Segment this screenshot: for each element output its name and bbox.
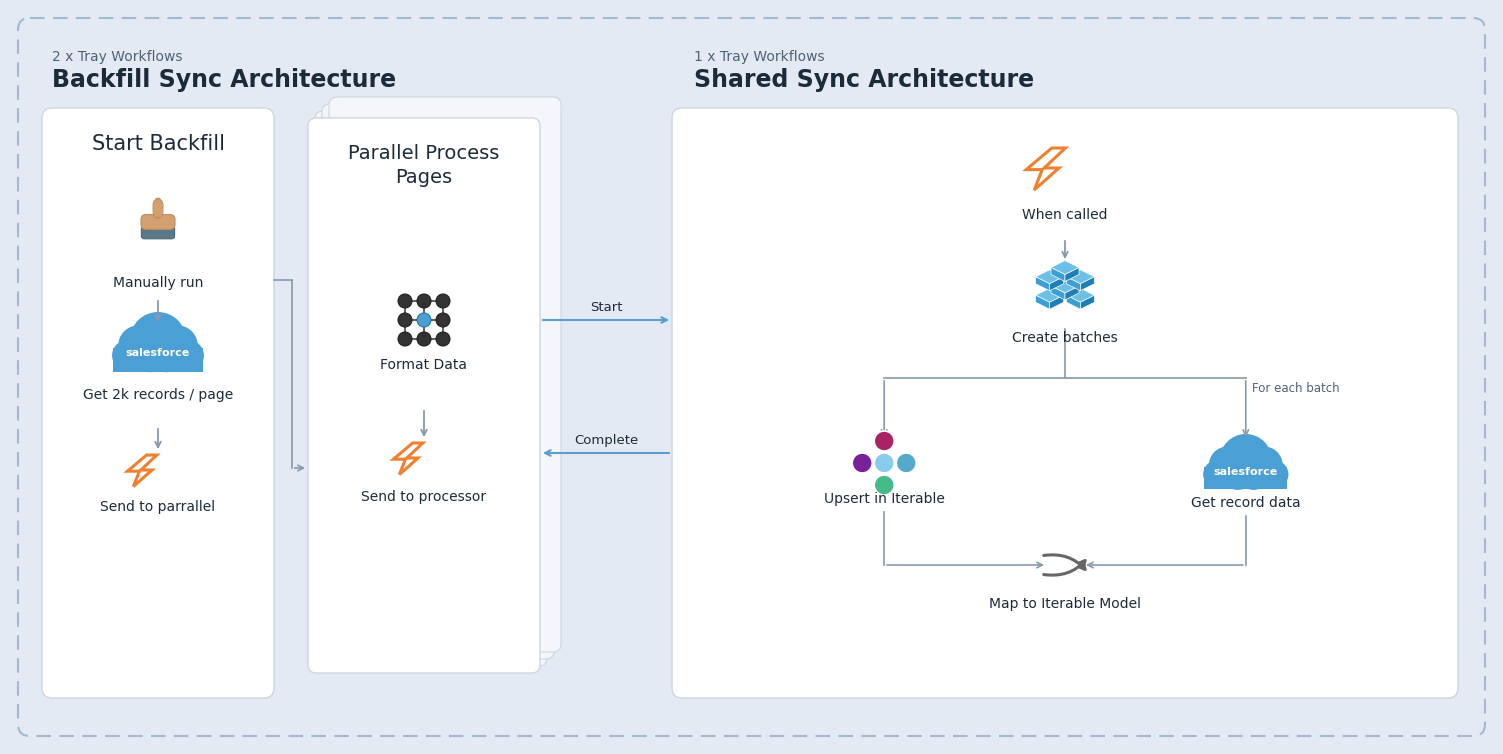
Circle shape	[398, 294, 412, 308]
FancyBboxPatch shape	[18, 18, 1485, 736]
Text: Send to parrallel: Send to parrallel	[101, 500, 215, 514]
Text: Pages: Pages	[395, 168, 452, 187]
FancyBboxPatch shape	[141, 216, 149, 225]
Text: Shared Sync Architecture: Shared Sync Architecture	[694, 68, 1034, 92]
FancyBboxPatch shape	[153, 198, 162, 219]
Polygon shape	[1067, 270, 1094, 284]
Text: Backfill Sync Architecture: Backfill Sync Architecture	[53, 68, 397, 92]
Text: Upsert in Iterable: Upsert in Iterable	[824, 492, 945, 506]
Circle shape	[1202, 460, 1231, 489]
Polygon shape	[1051, 279, 1079, 293]
Circle shape	[1220, 456, 1255, 490]
Circle shape	[129, 312, 186, 368]
Polygon shape	[1066, 286, 1079, 300]
Text: Get record data: Get record data	[1190, 496, 1300, 510]
FancyBboxPatch shape	[322, 104, 555, 659]
Polygon shape	[1066, 268, 1079, 281]
Polygon shape	[1036, 270, 1064, 284]
Polygon shape	[1081, 277, 1094, 291]
Text: 1 x Tray Workflows: 1 x Tray Workflows	[694, 50, 825, 64]
Text: salesforce: salesforce	[126, 348, 189, 357]
FancyBboxPatch shape	[167, 216, 174, 225]
Text: Get 2k records / page: Get 2k records / page	[83, 388, 233, 402]
Polygon shape	[1067, 296, 1081, 309]
Polygon shape	[1036, 288, 1064, 302]
FancyBboxPatch shape	[159, 216, 168, 225]
Circle shape	[416, 294, 431, 308]
Polygon shape	[1051, 286, 1066, 300]
Polygon shape	[1051, 268, 1066, 281]
FancyBboxPatch shape	[316, 111, 547, 666]
Text: Create batches: Create batches	[1012, 331, 1118, 345]
Polygon shape	[1081, 296, 1094, 309]
Circle shape	[896, 453, 917, 473]
Circle shape	[1246, 446, 1282, 484]
Text: For each batch: For each batch	[1252, 382, 1339, 395]
Polygon shape	[1036, 296, 1049, 309]
Text: Format Data: Format Data	[380, 358, 467, 372]
FancyBboxPatch shape	[141, 225, 174, 239]
Circle shape	[852, 453, 872, 473]
Circle shape	[1261, 460, 1288, 489]
Circle shape	[416, 313, 431, 327]
Polygon shape	[1067, 277, 1081, 291]
Text: When called: When called	[1022, 208, 1108, 222]
Circle shape	[398, 332, 412, 346]
Circle shape	[875, 431, 894, 451]
Circle shape	[174, 340, 204, 370]
Circle shape	[119, 326, 158, 366]
Bar	[1204, 467, 1288, 489]
Text: salesforce: salesforce	[1213, 467, 1278, 477]
Bar	[113, 348, 203, 372]
Circle shape	[131, 336, 168, 372]
Circle shape	[436, 332, 449, 346]
Polygon shape	[1049, 296, 1064, 309]
Text: 2 x Tray Workflows: 2 x Tray Workflows	[53, 50, 182, 64]
Text: Complete: Complete	[574, 434, 639, 447]
Text: Map to Iterable Model: Map to Iterable Model	[989, 597, 1141, 611]
Circle shape	[875, 453, 894, 473]
Circle shape	[436, 313, 449, 327]
Circle shape	[113, 340, 143, 370]
Text: Start: Start	[589, 301, 622, 314]
FancyBboxPatch shape	[42, 108, 274, 698]
Circle shape	[1237, 456, 1270, 490]
FancyBboxPatch shape	[672, 108, 1458, 698]
FancyBboxPatch shape	[308, 118, 540, 673]
Polygon shape	[1067, 288, 1094, 302]
Text: Start Backfill: Start Backfill	[92, 134, 224, 154]
Circle shape	[416, 332, 431, 346]
Text: Parallel Process: Parallel Process	[349, 144, 499, 163]
Polygon shape	[1051, 261, 1079, 274]
Circle shape	[398, 313, 412, 327]
Circle shape	[158, 326, 198, 366]
FancyBboxPatch shape	[141, 214, 174, 229]
Circle shape	[875, 475, 894, 495]
Polygon shape	[1036, 277, 1049, 291]
FancyBboxPatch shape	[329, 97, 561, 652]
Text: Send to processor: Send to processor	[361, 490, 487, 504]
Text: Manually run: Manually run	[113, 276, 203, 290]
Circle shape	[149, 336, 185, 372]
Polygon shape	[1049, 277, 1064, 291]
Circle shape	[1208, 446, 1246, 484]
Circle shape	[436, 294, 449, 308]
Circle shape	[1220, 434, 1272, 486]
